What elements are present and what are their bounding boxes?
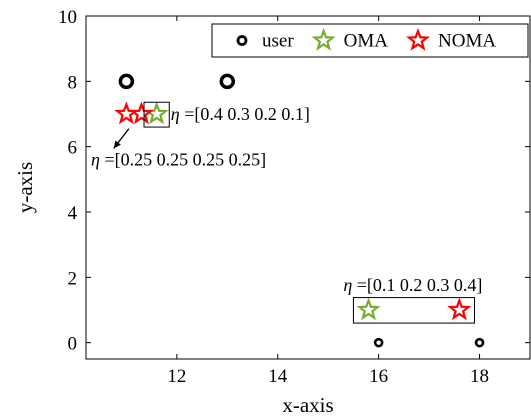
series-user [118,73,485,348]
legend: user OMA NOMA [211,23,529,58]
annotation-eta-2: η =[0.25 0.25 0.25 0.25] [91,150,266,170]
axis-ticks: 12 14 16 18 0 2 4 6 8 10 [58,7,530,387]
x-tick-label: 12 [167,366,186,387]
annotation-layer: η =[0.4 0.3 0.2 0.1] η =[0.25 0.25 0.25 … [91,101,482,324]
y-tick-label: 0 [68,334,78,355]
oma-point [144,101,169,125]
user-point [118,73,135,90]
noma-point [114,101,139,125]
legend-box [211,23,529,58]
noma-point [129,101,154,125]
legend-label-noma: NOMA [438,31,496,52]
y-tick-label: 4 [68,203,78,224]
annotation-box-upper [143,101,170,128]
legend-label-oma: OMA [344,31,389,52]
noma-point [447,297,472,321]
legend-marker-oma [311,27,336,51]
arrow-head [113,140,121,149]
legend-marker-noma [405,27,431,51]
y-axis-title: y-axis [13,162,37,213]
legend-label-user: user [262,31,294,52]
x-tick-label: 14 [268,366,288,387]
x-tick-label: 18 [470,366,489,387]
x-axis-title: x-axis [282,393,333,417]
marks-layer [114,73,485,348]
legend-marker-user [236,35,248,46]
x-tick-label: 16 [369,366,388,387]
annotation-arrow [113,128,130,149]
y-tick-label: 8 [68,72,78,93]
user-point [219,73,236,90]
y-tick-label: 10 [58,7,77,28]
annotation-box-lower [352,297,475,324]
user-point [373,337,384,348]
series-noma [114,101,472,321]
plot-frame [85,15,531,360]
oma-point [356,297,381,321]
user-point [474,337,485,348]
annotation-eta-1: η =[0.4 0.3 0.2 0.1] [171,104,310,124]
annotation-eta-3: η =[0.1 0.2 0.3 0.4] [343,275,482,295]
y-tick-label: 2 [68,268,78,289]
y-tick-label: 6 [68,138,78,159]
